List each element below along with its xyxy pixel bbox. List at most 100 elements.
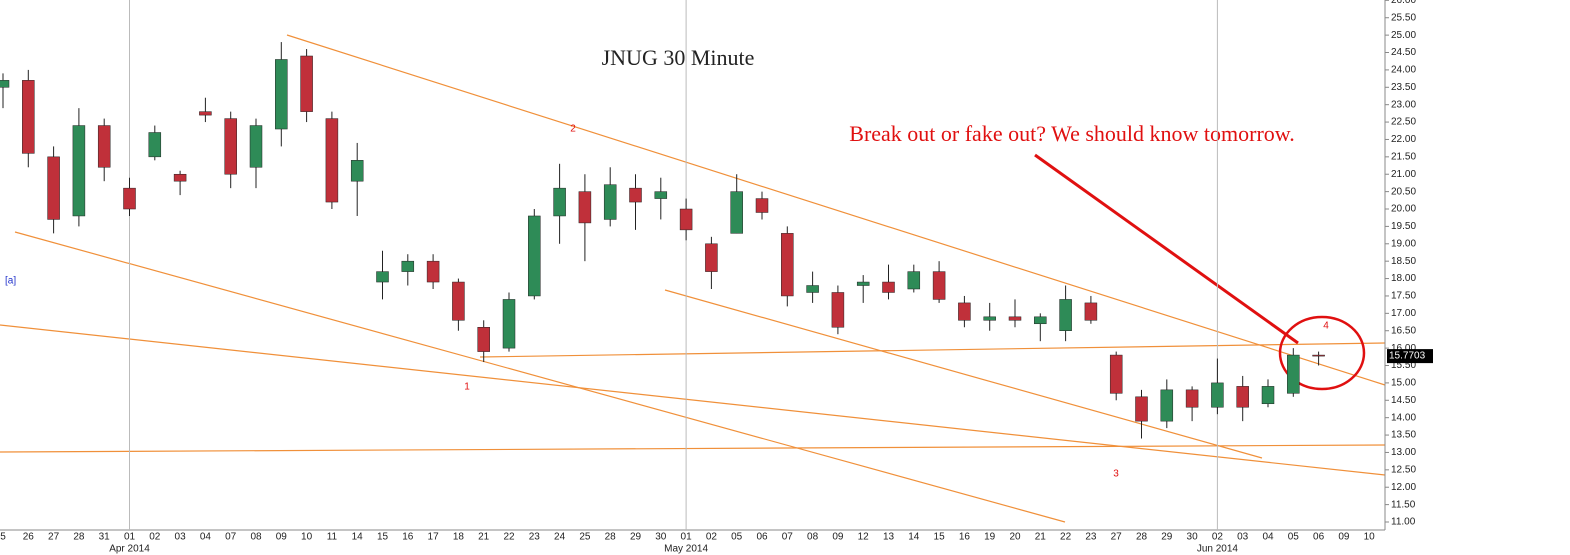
x-tick-label: 06 [756,532,768,543]
y-tick-label: 16.00 [1391,343,1416,354]
candle-body [275,59,288,130]
y-tick-label: 18.50 [1391,256,1416,267]
x-tick-label: 16 [959,532,971,543]
candle-body [452,281,465,321]
x-tick-label: 23 [529,532,541,543]
candle-body [199,111,212,116]
candle-body [1185,389,1199,408]
y-tick-label: 11.00 [1391,517,1416,528]
y-tick-label: 12.50 [1391,464,1416,475]
trend-line [286,34,1386,386]
x-tick-label: 16 [402,532,414,543]
candle-body [426,260,440,283]
y-tick-label: 18.00 [1391,273,1416,284]
wave-label: 3 [1113,469,1119,480]
y-tick-label: 25.50 [1391,12,1416,23]
x-tick-label: 11 [327,532,338,543]
x-tick-label: 09 [1338,532,1350,543]
x-tick-label: 26 [23,532,35,543]
wave-label: 2 [570,124,576,135]
x-tick-label: 27 [1111,532,1123,543]
month-label: Apr 2014 [109,544,150,555]
y-tick-label: 19.50 [1391,221,1416,232]
x-tick-label: 02 [706,532,718,543]
x-tick-label: 10 [301,532,313,543]
x-tick-label: 04 [1262,532,1274,543]
y-tick-label: 22.00 [1391,134,1416,145]
candle-body [528,215,541,297]
candle-body [654,191,668,199]
x-tick-label: 02 [149,532,161,543]
x-tick-label: 21 [478,532,490,543]
candle-body [856,281,870,286]
candle-body [300,55,313,112]
wave-label: 4 [1323,321,1329,332]
x-tick-label: 18 [453,532,465,543]
side-label: [a] [5,276,16,287]
candle-body [578,191,592,224]
x-tick-label: 09 [276,532,288,543]
candle-body [1135,396,1148,422]
x-tick-label: 5 [0,532,6,543]
candle-body [249,125,263,168]
x-tick-label: 06 [1313,532,1325,543]
x-tick-label: 15 [934,532,946,543]
y-tick-label: 15.00 [1391,378,1416,389]
y-tick-label: 16.50 [1391,325,1416,336]
candle-body [97,125,111,168]
candle-body [123,187,136,210]
candle-body [603,184,617,220]
x-tick-label: 24 [554,532,566,543]
candle-body [502,299,516,349]
highlight-circle [1278,315,1366,391]
x-tick-label: 30 [655,532,667,543]
y-tick-label: 12.00 [1391,482,1416,493]
y-tick-label: 17.00 [1391,308,1416,319]
candle-body [882,281,895,293]
trend-line [14,231,1066,523]
candle-body [705,243,718,272]
x-tick-label: 29 [630,532,642,543]
y-tick-label: 24.50 [1391,47,1416,58]
y-tick-label: 13.50 [1391,430,1416,441]
trend-line [479,342,1386,358]
y-tick-label: 14.00 [1391,412,1416,423]
x-tick-label: 22 [503,532,515,543]
y-tick-label: 25.00 [1391,30,1416,41]
x-tick-label: 21 [1035,532,1047,543]
x-tick-label: 04 [200,532,212,543]
candle-body [173,173,187,182]
month-label: May 2014 [664,544,708,555]
candle-body [148,132,162,158]
x-tick-label: 09 [832,532,844,543]
y-tick-label: 23.50 [1391,82,1416,93]
y-tick-label: 22.50 [1391,117,1416,128]
candle-body [72,125,86,217]
candle-body [553,187,566,217]
x-tick-label: 14 [908,532,920,543]
x-tick-label: 25 [579,532,591,543]
candle-body [907,271,921,290]
y-tick-label: 17.50 [1391,291,1416,302]
trend-line [664,289,1263,459]
x-tick-label: 08 [807,532,819,543]
candle-body [781,233,794,297]
candle-body [1008,316,1022,321]
candle-body [1287,354,1300,394]
x-tick-label: 28 [73,532,85,543]
y-tick-label: 20.50 [1391,186,1416,197]
x-tick-label: 03 [1237,532,1249,543]
candle-body [0,80,10,88]
candle-body [1211,382,1224,408]
x-tick-label: 01 [124,532,136,543]
candle-body [22,80,35,154]
candle-body [1236,386,1249,408]
x-tick-label: 05 [731,532,743,543]
x-tick-label: 17 [428,532,440,543]
x-tick-label: 13 [883,532,895,543]
y-tick-label: 13.00 [1391,447,1416,458]
candle-body [1312,354,1325,357]
x-tick-label: 03 [175,532,187,543]
candle-body [477,327,490,352]
